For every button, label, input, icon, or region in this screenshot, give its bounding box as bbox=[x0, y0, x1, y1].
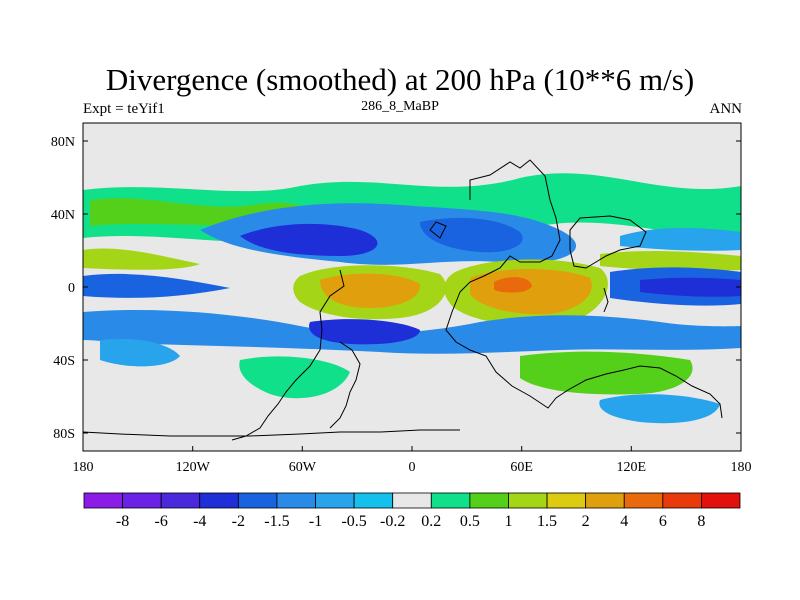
colorbar-swatch bbox=[469, 492, 509, 509]
divergence-field bbox=[83, 173, 741, 424]
colorbar-label: -1.5 bbox=[264, 513, 289, 530]
coastline-asia bbox=[569, 215, 647, 269]
colorbar-label: -6 bbox=[155, 513, 168, 530]
colorbar-swatch bbox=[199, 492, 239, 509]
coastline-north-africa bbox=[429, 221, 447, 239]
colorbar-label: 0.2 bbox=[421, 513, 441, 530]
coastline-outlines bbox=[83, 159, 723, 441]
negative-band-east bbox=[620, 228, 741, 251]
colorbar-label: 2 bbox=[582, 513, 590, 530]
x-tick-label: 180 bbox=[73, 460, 94, 475]
colorbar-label: -4 bbox=[193, 513, 206, 530]
y-axis: 80N 40N 0 40S 80S bbox=[51, 135, 741, 442]
x-tick-label: 180 bbox=[731, 460, 752, 475]
coastline-indonesia bbox=[603, 287, 609, 313]
x-tick-label: 120E bbox=[617, 460, 647, 475]
colorbar-swatch bbox=[585, 492, 625, 509]
negative-band-south-core bbox=[309, 319, 420, 345]
colorbar-label: -0.2 bbox=[380, 513, 405, 530]
positive-band-equator-north bbox=[83, 248, 200, 270]
x-tick-label: 60E bbox=[510, 460, 533, 475]
colorbar-swatch bbox=[83, 492, 123, 509]
colorbar-swatch bbox=[237, 492, 278, 509]
colorbar-swatch bbox=[623, 492, 664, 509]
y-tick-label: 40N bbox=[51, 208, 75, 223]
negative-band-equator-west bbox=[83, 273, 230, 298]
y-tick-label: 80N bbox=[51, 135, 75, 150]
x-tick-label: 0 bbox=[409, 460, 416, 475]
coastline-south-america bbox=[329, 341, 361, 429]
x-tick-label: 60W bbox=[289, 460, 317, 475]
coastline-americas bbox=[231, 269, 345, 441]
negative-band-north-core bbox=[240, 223, 378, 256]
colorbar-swatch bbox=[662, 492, 702, 509]
x-tick-label: 120W bbox=[176, 460, 211, 475]
colorbar-swatch bbox=[546, 492, 587, 509]
experiment-label: Expt = teYif1 bbox=[83, 101, 165, 117]
colorbar-swatch bbox=[508, 492, 548, 509]
y-tick-label: 0 bbox=[68, 281, 75, 296]
positive-band-south-core bbox=[520, 351, 693, 395]
colorbar-label: 6 bbox=[659, 513, 667, 530]
positive-center-africa-max bbox=[494, 277, 532, 293]
colorbar: -8 -6 -4 -2 -1.5 -1 -0.5 -0.2 0.2 0.5 1 1.5 2 4 6 8 bbox=[83, 492, 741, 530]
colorbar-label: -8 bbox=[116, 513, 129, 530]
colorbar-swatch bbox=[122, 492, 162, 509]
colorbar-label: 0.5 bbox=[460, 513, 480, 530]
colorbar-swatch bbox=[160, 492, 201, 509]
colorbar-label: -0.5 bbox=[341, 513, 366, 530]
colorbar-label: 1 bbox=[504, 513, 512, 530]
negative-patch-south-pacific bbox=[599, 394, 720, 424]
colorbar-label: 1.5 bbox=[537, 513, 557, 530]
run-label: 286_8_MaBP bbox=[361, 99, 439, 114]
colorbar-label: 8 bbox=[697, 513, 705, 530]
colorbar-swatch bbox=[701, 492, 741, 509]
colorbar-swatch bbox=[353, 492, 394, 509]
y-tick-label: 40S bbox=[53, 354, 75, 369]
y-tick-label: 80S bbox=[53, 427, 75, 442]
negative-band-equator-east-core bbox=[640, 277, 741, 297]
colorbar-label: -1 bbox=[309, 513, 322, 530]
colorbar-label: -2 bbox=[232, 513, 245, 530]
colorbar-swatch bbox=[392, 492, 432, 509]
coastline-antarctica bbox=[83, 429, 460, 437]
positive-band-pacific-east bbox=[600, 250, 741, 271]
colorbar-label: 4 bbox=[620, 513, 628, 530]
positive-band-south bbox=[239, 356, 350, 399]
negative-patch-southwest bbox=[100, 338, 180, 367]
x-axis: 180 120W 60W 0 60E 120E 180 bbox=[73, 446, 752, 475]
positive-center-samerica-core bbox=[320, 273, 421, 308]
coastline-eurasia bbox=[445, 159, 723, 419]
chart-title: Divergence (smoothed) at 200 hPa (10**6 … bbox=[105, 62, 695, 97]
colorbar-swatch bbox=[276, 492, 316, 509]
map-plot-area bbox=[82, 122, 742, 452]
colorbar-swatch bbox=[315, 492, 355, 509]
season-label: ANN bbox=[709, 101, 743, 117]
colorbar-swatch bbox=[430, 492, 471, 509]
